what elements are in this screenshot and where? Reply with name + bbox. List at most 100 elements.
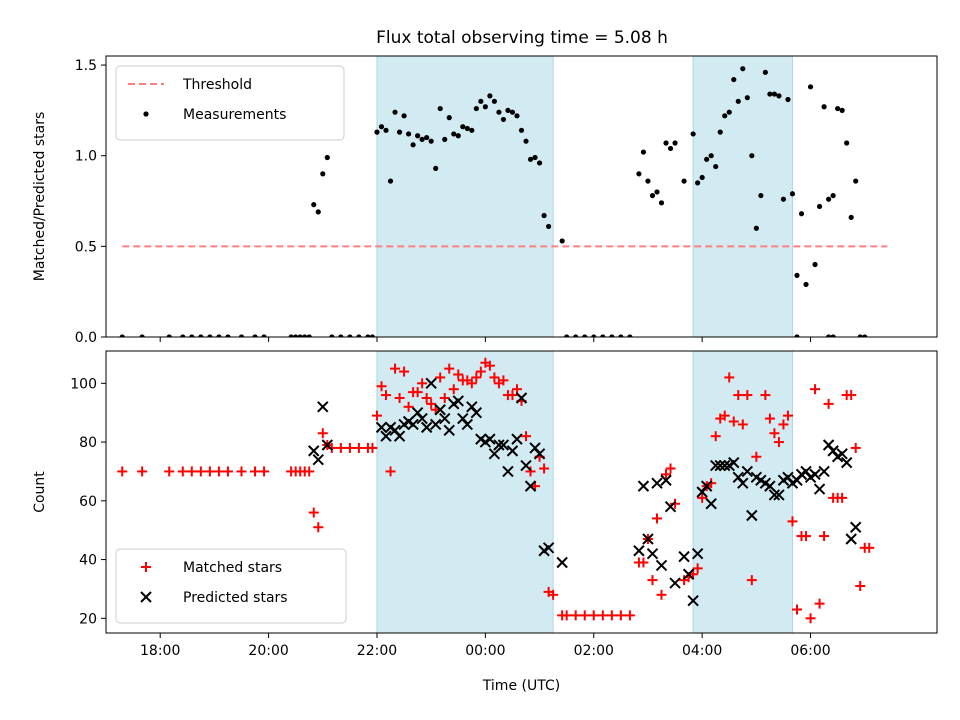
series-1-point-25 xyxy=(470,406,483,419)
series-1-point-3 xyxy=(321,439,334,451)
series-1-point-31 xyxy=(392,109,398,115)
series-1-point-96 xyxy=(740,66,746,72)
series-0-point-28 xyxy=(376,381,387,392)
series-1-point-84 xyxy=(681,178,687,184)
series-0-point-41 xyxy=(435,372,446,383)
series-1-point-114 xyxy=(821,104,827,110)
series-0-point-105 xyxy=(773,437,784,448)
series-0-point-107 xyxy=(782,410,793,421)
series-1-point-122 xyxy=(794,334,800,337)
series-0-point-44 xyxy=(448,384,459,395)
series-0-point-53 xyxy=(489,372,500,383)
x-tick-label-6: 06:00 xyxy=(790,643,830,659)
series-1-point-93 xyxy=(726,109,732,115)
series-1-point-2 xyxy=(166,334,172,337)
series-0-point-39 xyxy=(426,398,437,409)
series-1-point-3 xyxy=(180,334,186,337)
series-1-point-71 xyxy=(600,334,606,337)
series-1-point-82 xyxy=(813,483,826,495)
series-1-point-39 xyxy=(533,448,546,460)
legend-label-0: Threshold xyxy=(182,77,252,93)
series-1-point-89 xyxy=(845,533,857,545)
series-1-point-125 xyxy=(857,334,863,337)
series-1-point-16 xyxy=(429,418,442,431)
series-0-point-0 xyxy=(117,466,128,477)
series-1-point-21 xyxy=(329,334,335,337)
series-0-point-57 xyxy=(507,390,518,401)
series-1-point-4 xyxy=(375,421,388,434)
series-1-point-66 xyxy=(559,238,565,244)
series-1-point-55 xyxy=(691,547,704,560)
series-1-point-54 xyxy=(496,109,502,115)
series-1-point-91 xyxy=(717,129,723,135)
series-1-point-37 xyxy=(419,136,425,142)
series-0-point-95 xyxy=(724,372,735,383)
series-1-point-2 xyxy=(317,401,329,413)
series-1-point-65 xyxy=(737,477,749,489)
observing-window-1 xyxy=(692,56,793,337)
series-1-point-40 xyxy=(433,165,439,171)
series-1-point-45 xyxy=(642,533,654,545)
series-0-point-50 xyxy=(475,366,486,377)
series-1-point-37 xyxy=(524,480,537,492)
series-1-point-51 xyxy=(482,104,488,110)
series-0-point-21 xyxy=(326,442,337,453)
axes-frame-1 xyxy=(105,350,938,634)
series-0-point-49 xyxy=(471,372,482,383)
series-0-point-38 xyxy=(421,393,432,403)
series-1-point-30 xyxy=(387,178,394,184)
series-1-point-69 xyxy=(582,334,588,337)
series-1-point-63 xyxy=(728,456,740,469)
observing-window-0 xyxy=(376,351,554,633)
series-1-point-15 xyxy=(425,377,437,390)
series-1-point-111 xyxy=(807,84,814,90)
series-1-point-61 xyxy=(719,459,731,472)
series-1-point-28 xyxy=(484,433,496,445)
series-1-point-98 xyxy=(749,153,755,159)
x-tick-label-1: 20:00 xyxy=(248,643,288,659)
series-1-point-99 xyxy=(753,225,759,231)
series-1-point-81 xyxy=(809,468,821,481)
series-0-point-33 xyxy=(399,366,410,377)
series-1-point-121 xyxy=(853,178,859,184)
series-1-point-38 xyxy=(424,134,430,141)
series-0-point-123 xyxy=(855,581,866,591)
chart-title: Flux total observing time = 5.08 h xyxy=(376,28,668,48)
series-1-point-77 xyxy=(645,178,651,184)
series-1-point-68 xyxy=(573,334,579,337)
series-1-point-20 xyxy=(324,154,330,161)
series-1-point-48 xyxy=(655,559,668,572)
series-1-point-23 xyxy=(347,334,353,337)
series-1-point-13 xyxy=(416,412,428,425)
series-1-point-56 xyxy=(505,107,511,113)
series-1-point-72 xyxy=(609,334,615,337)
series-0-point-111 xyxy=(801,531,812,542)
series-1-point-57 xyxy=(509,109,516,115)
series-0-point-8 xyxy=(222,466,233,477)
series-1-point-14 xyxy=(297,334,303,337)
series-1-point-36 xyxy=(415,133,421,139)
series-1-point-113 xyxy=(816,203,823,210)
series-0-point-114 xyxy=(814,598,825,609)
x-tick-label-3: 00:00 xyxy=(465,643,505,659)
series-1-point-55 xyxy=(500,116,507,123)
series-0-point-119 xyxy=(837,492,848,503)
series-1-point-97 xyxy=(744,95,750,101)
series-1-point-12 xyxy=(288,334,294,337)
series-1-point-0 xyxy=(119,334,125,337)
series-0-point-22 xyxy=(335,442,346,453)
series-0-point-55 xyxy=(498,375,509,386)
series-1-point-4 xyxy=(189,334,195,337)
series-0-point-17 xyxy=(308,507,319,518)
series-0-point-26 xyxy=(367,442,378,453)
y-tick-label-2: 1.0 xyxy=(75,149,97,165)
series-1-point-88 xyxy=(704,156,710,162)
series-0-point-104 xyxy=(769,428,780,439)
series-1-point-10 xyxy=(252,334,258,337)
series-1-point-44 xyxy=(637,480,650,492)
series-1-point-119 xyxy=(844,140,850,146)
series-1-point-5 xyxy=(380,430,392,442)
series-0-point-42 xyxy=(439,393,450,403)
series-1-point-126 xyxy=(862,334,868,337)
series-1-point-100 xyxy=(758,192,764,199)
